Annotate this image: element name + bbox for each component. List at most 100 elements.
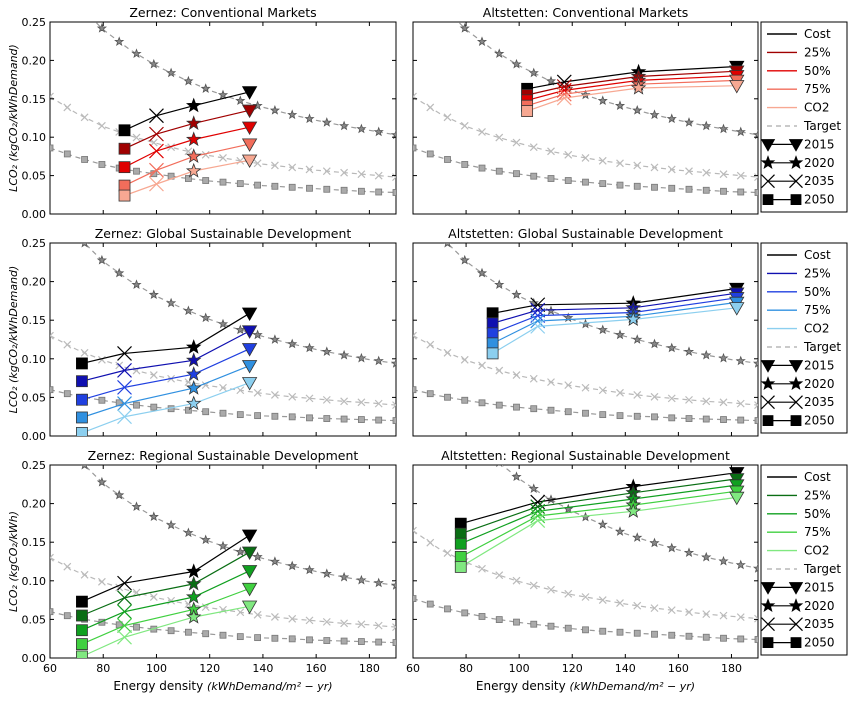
data-point bbox=[486, 317, 499, 330]
target-2020-marker bbox=[735, 355, 746, 366]
target-2035-marker bbox=[392, 173, 396, 182]
legend-marker bbox=[760, 598, 776, 612]
series-50pct bbox=[118, 121, 258, 174]
target-2050-marker bbox=[599, 411, 607, 419]
target-2035-marker bbox=[288, 614, 297, 623]
series-line bbox=[526, 65, 737, 90]
data-point bbox=[241, 529, 258, 544]
target-2050-marker bbox=[413, 595, 417, 602]
target-2020-marker bbox=[511, 471, 522, 482]
target-2020-marker bbox=[444, 7, 452, 15]
target-2050-marker bbox=[720, 416, 727, 423]
target-2035-marker bbox=[50, 553, 54, 562]
target-2035-marker bbox=[50, 331, 54, 340]
target-2050-marker bbox=[513, 170, 520, 178]
target-2020-marker bbox=[269, 556, 280, 566]
target-2035-marker bbox=[374, 171, 383, 180]
target-2020-marker bbox=[217, 540, 229, 551]
target-2020-marker bbox=[718, 123, 729, 134]
plot-area bbox=[413, 7, 758, 196]
target-2020-marker bbox=[183, 305, 194, 316]
target-2035-marker bbox=[374, 621, 383, 630]
y-tick-label: 0.20 bbox=[22, 498, 47, 511]
target-2050-marker bbox=[133, 167, 140, 175]
target-2035-marker bbox=[598, 386, 607, 395]
data-point bbox=[117, 379, 132, 395]
axes bbox=[412, 242, 758, 437]
target-2020-marker bbox=[718, 352, 729, 363]
target-2035-marker bbox=[426, 538, 435, 547]
legend-label: 2050 bbox=[804, 414, 835, 428]
target-2050-marker bbox=[702, 415, 710, 423]
target-2020-marker bbox=[96, 23, 107, 33]
target-2050-marker bbox=[288, 635, 296, 643]
chart-panel: Zernez: Regional Sustainable Development… bbox=[22, 448, 397, 675]
data-point bbox=[76, 375, 88, 388]
target-2035-marker bbox=[270, 161, 279, 170]
target-2035-marker bbox=[754, 401, 758, 410]
target-2035-marker bbox=[667, 606, 676, 615]
y-tick-label: 0.10 bbox=[22, 131, 47, 144]
legend-entry: CO2 bbox=[767, 101, 829, 115]
target-2050-marker bbox=[478, 164, 486, 172]
y-tick-label: 0.05 bbox=[22, 613, 47, 626]
target-2035-marker bbox=[443, 549, 452, 558]
target-2050-marker bbox=[547, 175, 555, 182]
legend-entry: 2020 bbox=[760, 598, 835, 613]
target-2050-marker bbox=[63, 390, 71, 398]
target-2050-line bbox=[413, 147, 758, 194]
target-2050-marker bbox=[616, 628, 624, 636]
target-2035-marker bbox=[413, 331, 417, 340]
target-2020-marker bbox=[597, 324, 608, 335]
target-2050-marker bbox=[616, 181, 624, 189]
target-2020-marker bbox=[683, 547, 695, 558]
series-line bbox=[81, 330, 250, 382]
data-point bbox=[118, 189, 131, 202]
target-2035-marker bbox=[581, 154, 590, 162]
legend-entry: Cost bbox=[767, 470, 831, 484]
series-cost bbox=[76, 307, 258, 370]
target-2050-marker bbox=[702, 633, 710, 641]
target-2050-marker bbox=[63, 150, 71, 158]
series-co2 bbox=[76, 600, 258, 658]
target-2020-marker bbox=[356, 574, 367, 585]
target-2050-marker bbox=[254, 181, 262, 189]
target-2050-marker bbox=[668, 184, 676, 192]
series-cost bbox=[76, 529, 258, 608]
target-2035-marker bbox=[529, 374, 538, 383]
target-2050-marker bbox=[564, 408, 572, 416]
legend-entry: Target bbox=[767, 562, 841, 576]
chart-panel: Altstetten: Global Sustainable Developme… bbox=[412, 226, 759, 437]
target-2020-marker bbox=[287, 338, 298, 349]
target-2035-marker bbox=[719, 611, 728, 620]
legend-label: 2050 bbox=[804, 193, 835, 207]
target-2020-line bbox=[83, 243, 396, 364]
target-2050-marker bbox=[219, 178, 227, 186]
chart-title: Zernez: Global Sustainable Development bbox=[95, 226, 352, 241]
data-point bbox=[76, 427, 88, 436]
data-point bbox=[241, 600, 258, 615]
target-2050-marker bbox=[236, 411, 244, 419]
x-axis-label-text: Energy density bbox=[113, 679, 207, 693]
target-2020-marker bbox=[459, 23, 470, 33]
legend-entry: 2035 bbox=[761, 174, 835, 189]
legend-entry: 75% bbox=[767, 303, 831, 317]
series-line bbox=[124, 126, 250, 168]
chart-panel: Zernez: Conventional Markets 0.00 0.05 0.10… bbox=[22, 5, 397, 221]
legend-marker bbox=[789, 174, 803, 189]
target-2020-marker bbox=[183, 527, 194, 538]
data-point bbox=[556, 90, 572, 106]
chart-title: Zernez: Conventional Markets bbox=[129, 5, 316, 20]
target-2050-marker bbox=[685, 185, 693, 193]
target-2020-marker bbox=[166, 67, 177, 78]
target-2020-marker bbox=[131, 501, 142, 512]
target-2050-marker bbox=[271, 634, 279, 642]
target-2050-marker bbox=[288, 413, 296, 421]
x-tick-label: 140 bbox=[615, 662, 636, 675]
series-line bbox=[492, 307, 737, 354]
legend-marker bbox=[762, 194, 774, 206]
target-2020-marker bbox=[390, 129, 396, 140]
legend-entry: 2015 bbox=[760, 580, 835, 595]
target-2050-marker bbox=[426, 600, 434, 608]
